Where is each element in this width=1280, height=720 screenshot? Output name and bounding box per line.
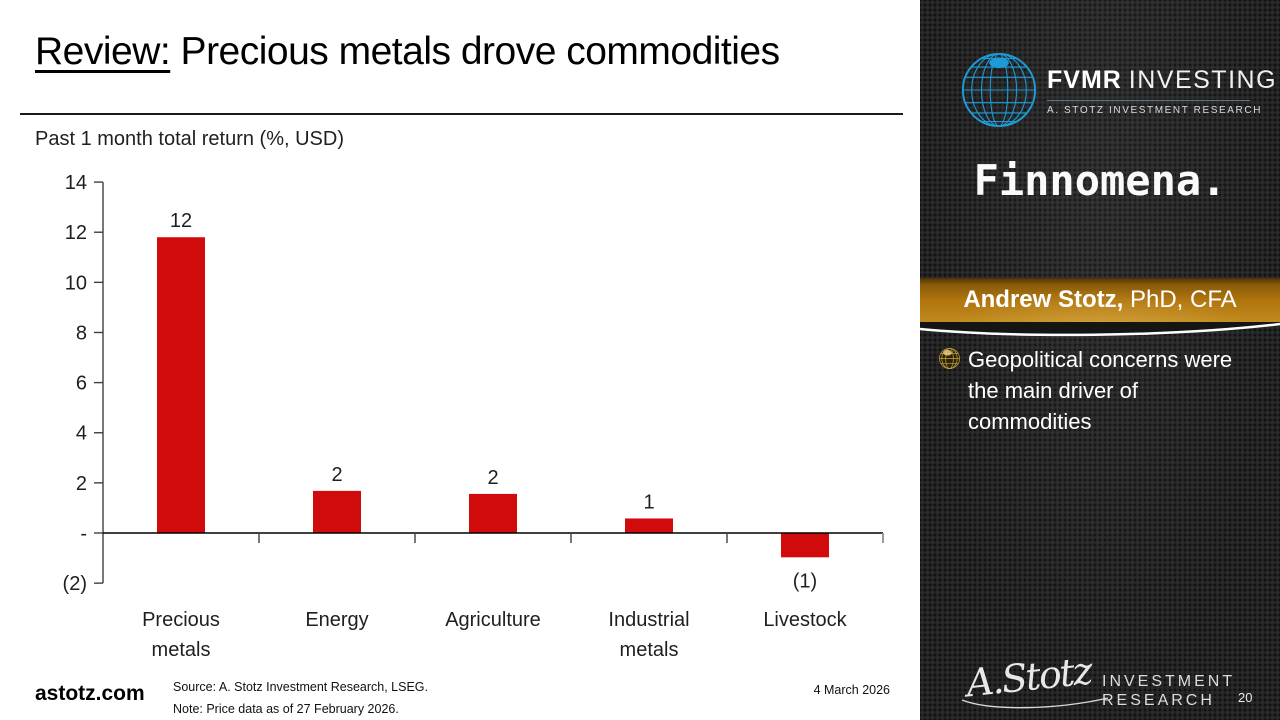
title-rest: Precious metals drove commodities <box>170 30 781 73</box>
svg-text:Livestock: Livestock <box>763 609 847 631</box>
svg-text:metals: metals <box>152 639 211 661</box>
fvmr-brand-bold: FVMR <box>1047 66 1122 94</box>
svg-text:-: - <box>80 523 87 545</box>
note-line: Note: Price data as of 27 February 2026. <box>173 701 399 716</box>
fvmr-brand-light: INVESTING <box>1128 66 1278 94</box>
globe-icon <box>961 52 1037 128</box>
svg-text:(2): (2) <box>63 573 87 595</box>
svg-text:Industrial: Industrial <box>608 609 689 631</box>
sidebar: FVMR INVESTING A. STOTZ INVESTMENT RESEA… <box>920 0 1280 720</box>
signature-flourish <box>961 697 1109 709</box>
title-divider <box>20 113 903 115</box>
svg-text:Precious: Precious <box>142 609 220 631</box>
svg-text:Energy: Energy <box>305 609 368 631</box>
fvmr-logo-text: FVMR INVESTING A. STOTZ INVESTMENT RESEA… <box>1047 66 1276 116</box>
fvmr-divider <box>1047 100 1250 101</box>
svg-text:12: 12 <box>170 210 192 232</box>
svg-text:2: 2 <box>487 467 498 489</box>
svg-text:metals: metals <box>620 639 679 661</box>
svg-text:12: 12 <box>65 222 87 244</box>
main-content: Review: Precious metals drove commoditie… <box>20 30 905 720</box>
author-name: Andrew Stotz, <box>963 286 1124 313</box>
page-title: Review: Precious metals drove commoditie… <box>35 30 780 74</box>
source-note: Source: A. Stotz Investment Research, LS… <box>173 677 428 720</box>
bar-chart-svg: (2) - 2 4 6 8 10 12 14 12 2 2 1 (1) Precious metals Ener… <box>63 172 884 661</box>
source-line: Source: A. Stotz Investment Research, LS… <box>173 680 428 694</box>
page-number: 20 <box>1238 690 1253 705</box>
svg-text:1: 1 <box>643 491 654 513</box>
gold-globe-bullet-icon <box>939 348 960 369</box>
svg-text:2: 2 <box>76 473 87 495</box>
author-credentials: PhD, CFA <box>1123 286 1237 313</box>
bar-chart: (2) - 2 4 6 8 10 12 14 12 2 2 1 (1) Precious metals Ener… <box>25 162 905 677</box>
svg-text:2: 2 <box>331 464 342 486</box>
chart-title: Past 1 month total return (%, USD) <box>35 128 345 150</box>
svg-text:8: 8 <box>76 322 87 344</box>
investment-line: INVESTMENT <box>1102 673 1236 690</box>
svg-text:(1): (1) <box>793 570 817 592</box>
website-label: astotz.com <box>35 682 145 705</box>
fvmr-brand: FVMR INVESTING <box>1047 66 1276 95</box>
svg-text:4: 4 <box>76 423 87 445</box>
research-line: RESEARCH <box>1102 692 1215 709</box>
svg-text:Agriculture: Agriculture <box>445 609 541 631</box>
finnomena-logo: Finnomena. <box>973 156 1227 205</box>
svg-text:6: 6 <box>76 373 87 395</box>
banner-curve <box>920 322 1280 337</box>
bullet-item: Geopolitical concerns were the main driv… <box>938 344 1258 437</box>
title-emphasis: Review: <box>35 30 171 73</box>
investment-research-label: INVESTMENT RESEARCH <box>1102 672 1235 710</box>
author-banner: Andrew Stotz, PhD, CFA <box>920 278 1280 322</box>
svg-text:14: 14 <box>65 172 87 194</box>
svg-text:10: 10 <box>65 272 87 294</box>
bullet-text: Geopolitical concerns were the main driv… <box>968 347 1233 434</box>
fvmr-subtitle: A. STOTZ INVESTMENT RESEARCH <box>1047 105 1263 116</box>
slide-date: 4 March 2026 <box>813 683 890 697</box>
